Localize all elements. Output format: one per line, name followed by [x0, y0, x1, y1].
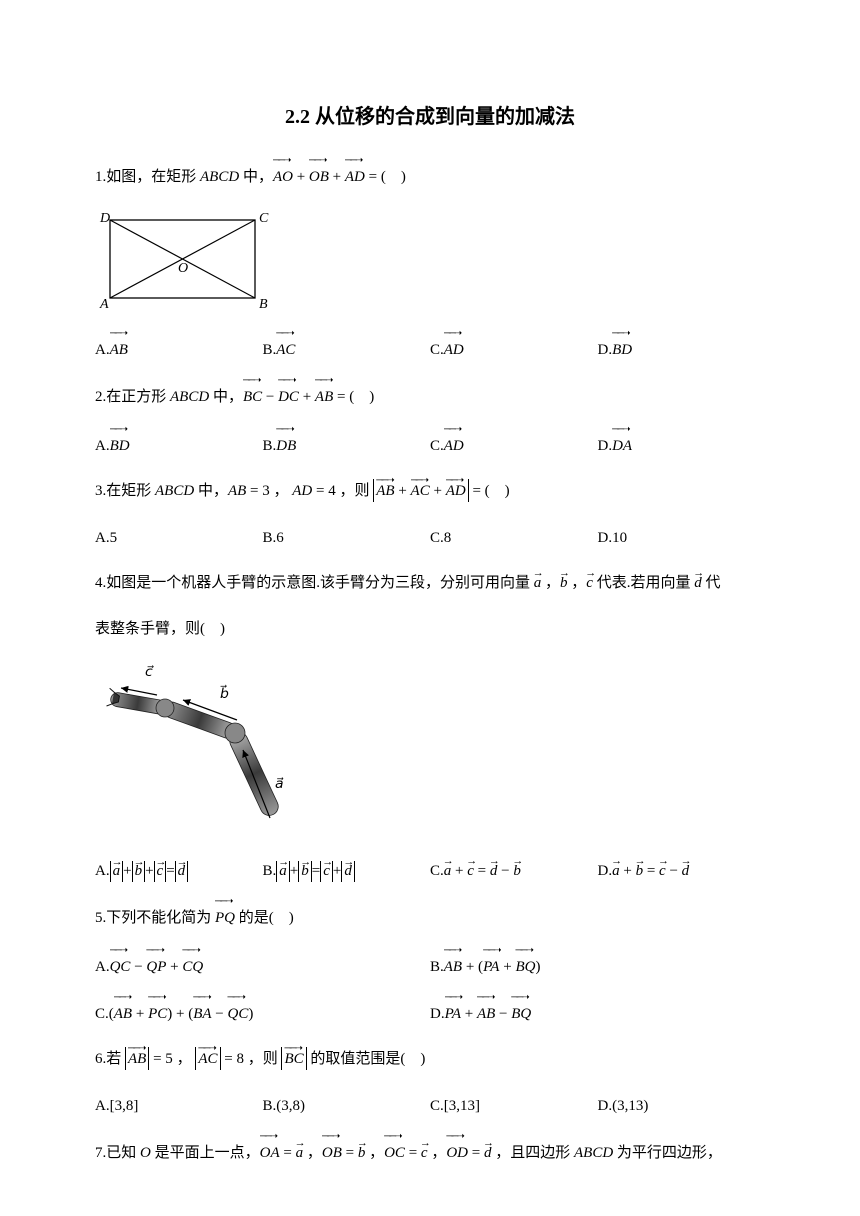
q1-figure: D C A B O: [95, 208, 765, 318]
q6-optD: D.(3,13): [598, 1090, 766, 1123]
q1-optB: B.──➝AC: [263, 332, 431, 367]
q1-op2: +: [329, 169, 345, 185]
q5-optC: C.(──➝AB + ──➝PC) + (──➝BA − ──➝QC): [95, 996, 430, 1031]
question-7: 7.已知 O 是平面上一点，──➝OA = →a ，──➝OB = →b ，──…: [95, 1135, 765, 1170]
q1-vec-ao: ──➝AO: [273, 159, 293, 194]
q3-optC: C.8: [430, 522, 598, 555]
q5-options-row1: A.──➝QC − ──➝QP + ──➝CQ B.──➝AB + (──➝PA…: [95, 949, 765, 984]
q1-prefix: 1.如图，在矩形: [95, 169, 200, 185]
q3-optB: B.6: [263, 522, 431, 555]
q6-optB: B.(3,8): [263, 1090, 431, 1123]
svg-text:O: O: [178, 261, 188, 276]
q2-optD: D.──➝DA: [598, 428, 766, 463]
question-4-line2: 表整条手臂，则( ): [95, 614, 765, 644]
svg-text:b⃗: b⃗: [220, 684, 229, 702]
q6-optC: C.[3,13]: [430, 1090, 598, 1123]
q6-options: A.[3,8] B.(3,8) C.[3,13] D.(3,13): [95, 1090, 765, 1123]
q4-options: A.→a+→b+→c=→d B.→a+→b=→c+→d C.→a + →c = …: [95, 855, 765, 888]
svg-text:B: B: [259, 297, 268, 312]
q2-options: A.──➝BD B.──➝DB C.──➝AD D.──➝DA: [95, 428, 765, 463]
q1-optC: C.──➝AD: [430, 332, 598, 367]
svg-text:D: D: [99, 211, 110, 226]
q5-optA: A.──➝QC − ──➝QP + ──➝CQ: [95, 949, 430, 984]
question-6: 6.若 ──➝AB = 5 ， ──➝AC = 8 ，则 ──➝BC 的取值范围…: [95, 1043, 765, 1076]
q6-optA: A.[3,8]: [95, 1090, 263, 1123]
q2-optC: C.──➝AD: [430, 428, 598, 463]
q1-vec-ad: ──➝AD: [345, 159, 365, 194]
svg-text:A: A: [99, 297, 109, 312]
q1-optD: D.──➝BD: [598, 332, 766, 367]
svg-text:c⃗: c⃗: [145, 665, 154, 680]
q4-optB: B.→a+→b=→c+→d: [263, 855, 431, 888]
q5-options-row2: C.(──➝AB + ──➝PC) + (──➝BA − ──➝QC) D.──…: [95, 996, 765, 1031]
q1-op1: +: [293, 169, 309, 185]
q1-vec-ob: ──➝OB: [309, 159, 329, 194]
svg-text:a⃗: a⃗: [275, 777, 284, 792]
q4-optC: C.→a + →c = →d − →b: [430, 855, 598, 888]
q5-optD: D.──➝PA + ──➝AB − ──➝BQ: [430, 996, 765, 1031]
svg-text:C: C: [259, 211, 269, 226]
q1-optA: A.──➝AB: [95, 332, 263, 367]
q4-optD: D.→a + →b = →c − →d: [598, 855, 766, 888]
q5-optB: B.──➝AB + (──➝PA + ──➝BQ): [430, 949, 765, 984]
q3-options: A.5 B.6 C.8 D.10: [95, 522, 765, 555]
q1-tail: = ( ): [365, 169, 406, 185]
q2-optB: B.──➝DB: [263, 428, 431, 463]
question-2: 2.在正方形 ABCD 中，──➝BC − ──➝DC + ──➝AB = ( …: [95, 379, 765, 414]
q3-optD: D.10: [598, 522, 766, 555]
q3-optA: A.5: [95, 522, 263, 555]
q4-figure: a⃗ b⃗ c⃗: [95, 658, 765, 843]
q1-shape: ABCD: [200, 169, 239, 185]
question-1: 1.如图，在矩形 ABCD 中，──➝AO + ──➝OB + ──➝AD = …: [95, 159, 765, 194]
q4-optA: A.→a+→b+→c=→d: [95, 855, 263, 888]
question-4: 4.如图是一个机器人手臂的示意图.该手臂分为三段，分别可用向量 →a ，→b ，…: [95, 567, 765, 600]
q1-mid: 中，: [239, 169, 273, 185]
q1-options: A.──➝AB B.──➝AC C.──➝AD D.──➝BD: [95, 332, 765, 367]
page-title: 2.2 从位移的合成到向量的加减法: [95, 100, 765, 129]
question-5: 5.下列不能化简为 ──➝PQ 的是( ): [95, 900, 765, 935]
question-3: 3.在矩形 ABCD 中，AB = 3 ， AD = 4 ，则 ──➝AB + …: [95, 475, 765, 508]
q2-optA: A.──➝BD: [95, 428, 263, 463]
